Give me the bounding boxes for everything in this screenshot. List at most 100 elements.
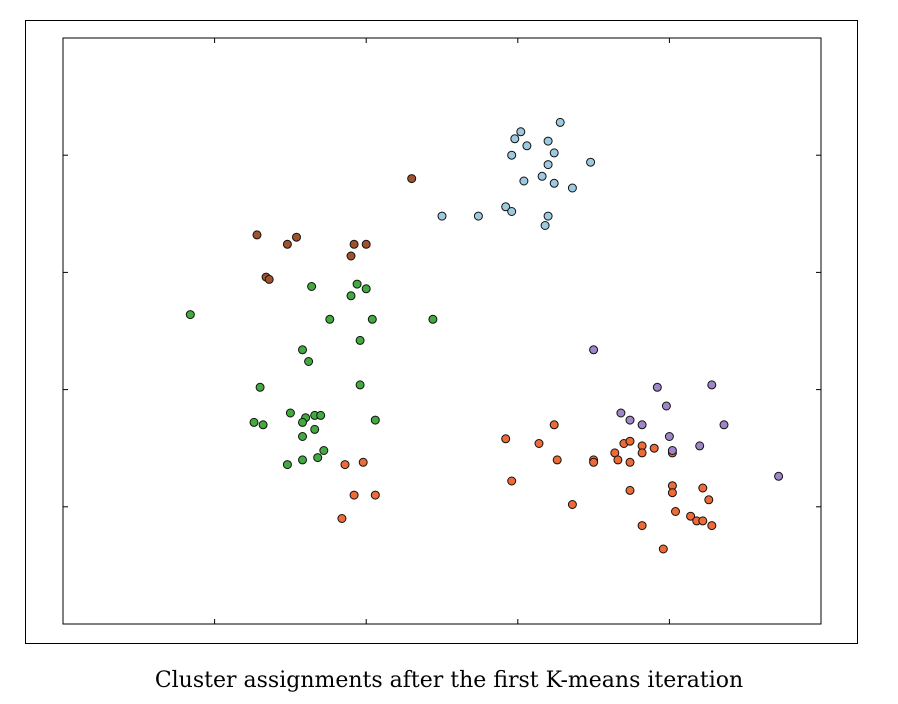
data-point: [649, 443, 659, 453]
cluster-series-4: [337, 420, 717, 554]
data-point: [695, 441, 705, 451]
data-point: [361, 284, 371, 294]
data-point: [507, 150, 517, 160]
data-point: [667, 446, 677, 455]
data-point: [428, 314, 438, 324]
data-point: [774, 471, 784, 481]
cluster-series-3: [185, 279, 438, 470]
data-point: [249, 417, 259, 427]
data-point: [543, 136, 553, 146]
data-point: [707, 521, 717, 531]
data-point: [586, 157, 596, 167]
data-point: [652, 382, 662, 392]
data-point: [625, 436, 635, 446]
plot-area: [62, 37, 822, 625]
data-point: [304, 357, 314, 366]
data-point: [625, 485, 635, 495]
data-point: [298, 345, 307, 355]
figure-caption: Cluster assignments after the first K-me…: [154, 668, 744, 693]
data-point: [349, 490, 359, 500]
data-point: [349, 239, 359, 249]
axis-ticks: [63, 38, 821, 624]
data-point: [361, 239, 371, 249]
data-point: [346, 291, 356, 301]
data-point: [298, 417, 307, 427]
data-point: [549, 148, 559, 158]
data-point: [522, 141, 532, 151]
data-point: [543, 211, 553, 221]
cluster-series-5: [589, 345, 784, 481]
data-point: [625, 457, 635, 467]
data-point: [661, 401, 671, 411]
data-point: [298, 432, 307, 441]
data-point: [637, 448, 647, 458]
data-point: [589, 345, 599, 355]
data-point: [543, 160, 553, 170]
data-point: [637, 420, 647, 430]
data-point: [613, 455, 623, 465]
data-point: [704, 495, 714, 505]
data-point: [555, 117, 565, 127]
data-point: [625, 415, 635, 425]
data-point: [552, 455, 562, 465]
data-point: [282, 460, 292, 470]
data-point: [519, 176, 529, 186]
data-point: [719, 420, 729, 430]
data-point: [319, 446, 329, 455]
data-point: [510, 134, 520, 144]
data-point: [473, 211, 483, 221]
data-point: [367, 314, 377, 324]
data-point: [437, 211, 447, 221]
data-point: [549, 420, 559, 430]
data-point: [664, 432, 674, 441]
data-point: [337, 514, 347, 523]
data-point: [501, 202, 511, 212]
data-point: [616, 408, 626, 418]
data-point: [507, 207, 517, 216]
data-point: [325, 314, 335, 324]
data-point: [264, 274, 274, 284]
data-point: [316, 410, 326, 420]
data-point: [282, 239, 292, 249]
data-point: [501, 434, 511, 444]
data-point: [534, 439, 544, 448]
data-point: [355, 335, 365, 345]
data-point: [507, 476, 517, 486]
data-point: [346, 251, 356, 261]
data-points: [185, 117, 784, 554]
data-point: [185, 310, 195, 320]
data-point: [516, 127, 526, 137]
data-point: [352, 279, 362, 289]
data-point: [537, 171, 547, 181]
data-point: [407, 174, 417, 184]
data-point: [658, 544, 668, 554]
data-point: [567, 500, 577, 509]
data-point: [358, 457, 368, 467]
data-point: [671, 507, 680, 516]
data-point: [313, 453, 323, 463]
data-point: [667, 488, 677, 498]
cluster-series-1: [437, 117, 596, 230]
data-point: [252, 230, 262, 240]
cluster-series-2: [252, 174, 417, 284]
data-point: [370, 415, 380, 425]
data-point: [292, 232, 301, 242]
data-point: [255, 382, 265, 392]
data-point: [307, 282, 317, 291]
data-point: [549, 178, 559, 188]
data-point: [540, 221, 550, 230]
data-point: [355, 380, 365, 390]
data-point: [258, 420, 268, 430]
data-point: [567, 183, 577, 193]
data-point: [310, 424, 320, 434]
data-point: [370, 490, 380, 500]
data-point: [285, 408, 295, 418]
data-point: [298, 455, 307, 465]
data-point: [698, 516, 708, 526]
data-point: [707, 380, 717, 390]
data-point: [686, 511, 696, 521]
data-point: [698, 483, 708, 493]
data-point: [589, 457, 599, 467]
data-point: [637, 521, 647, 531]
